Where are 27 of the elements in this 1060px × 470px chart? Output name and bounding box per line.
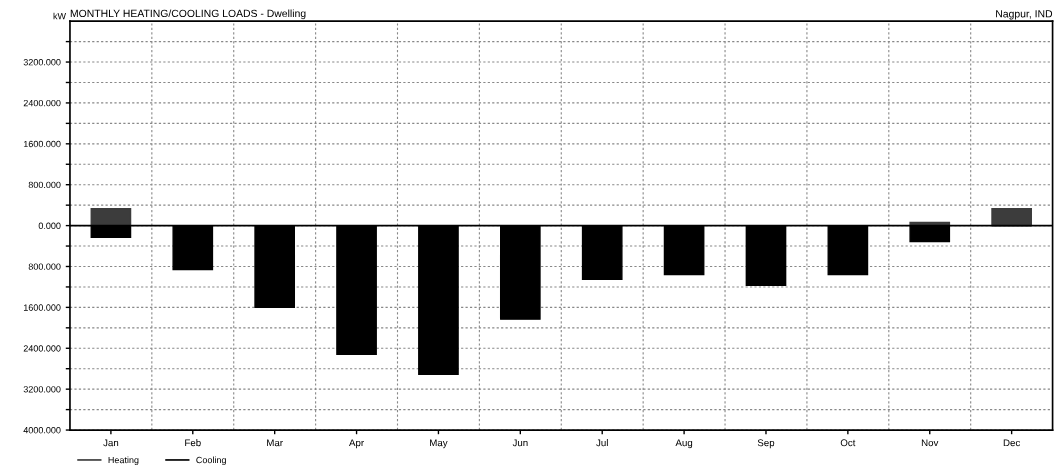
y-tick-label: 800.000 — [28, 263, 61, 270]
legend-label: Cooling — [196, 456, 226, 465]
x-tick-label: Apr — [349, 439, 364, 449]
y-tick-label: 1600.000 — [23, 304, 61, 311]
x-tick-label: Aug — [675, 439, 693, 449]
text: Nagpur, IND — [996, 10, 1053, 20]
x-tick-label: Nov — [921, 439, 939, 447]
x-tick-label: Jan — [103, 439, 119, 447]
x-tick-label: Feb — [185, 439, 201, 447]
x-tick-label: May — [430, 439, 448, 449]
y-tick-label: 800.000 — [28, 181, 61, 189]
y-tick-label: 0.000 — [38, 222, 61, 229]
y-tick-label: 2400.000 — [23, 99, 61, 107]
x-tick-label: Jun — [512, 439, 528, 447]
y-axis-title: kW — [53, 12, 66, 20]
y-tick-label: 3200.000 — [23, 59, 61, 66]
y-tick-label: 1600.000 — [23, 140, 61, 148]
legend-label: Heating — [108, 456, 139, 465]
chart-title: MONTHLY HEATING/COOLING LOADS - Dwelling — [70, 9, 306, 20]
y-tick-label: 2400.000 — [23, 345, 61, 352]
x-tick-label: Dec — [1003, 439, 1021, 447]
x-tick-label: Mar — [267, 439, 283, 447]
x-tick-label: Oct — [840, 439, 856, 447]
x-tick-label: Sep — [757, 439, 775, 449]
x-tick-label: Jul — [596, 439, 608, 447]
y-tick-label: 3200.000 — [23, 386, 61, 393]
y-tick-label: 4000.000 — [23, 427, 61, 434]
